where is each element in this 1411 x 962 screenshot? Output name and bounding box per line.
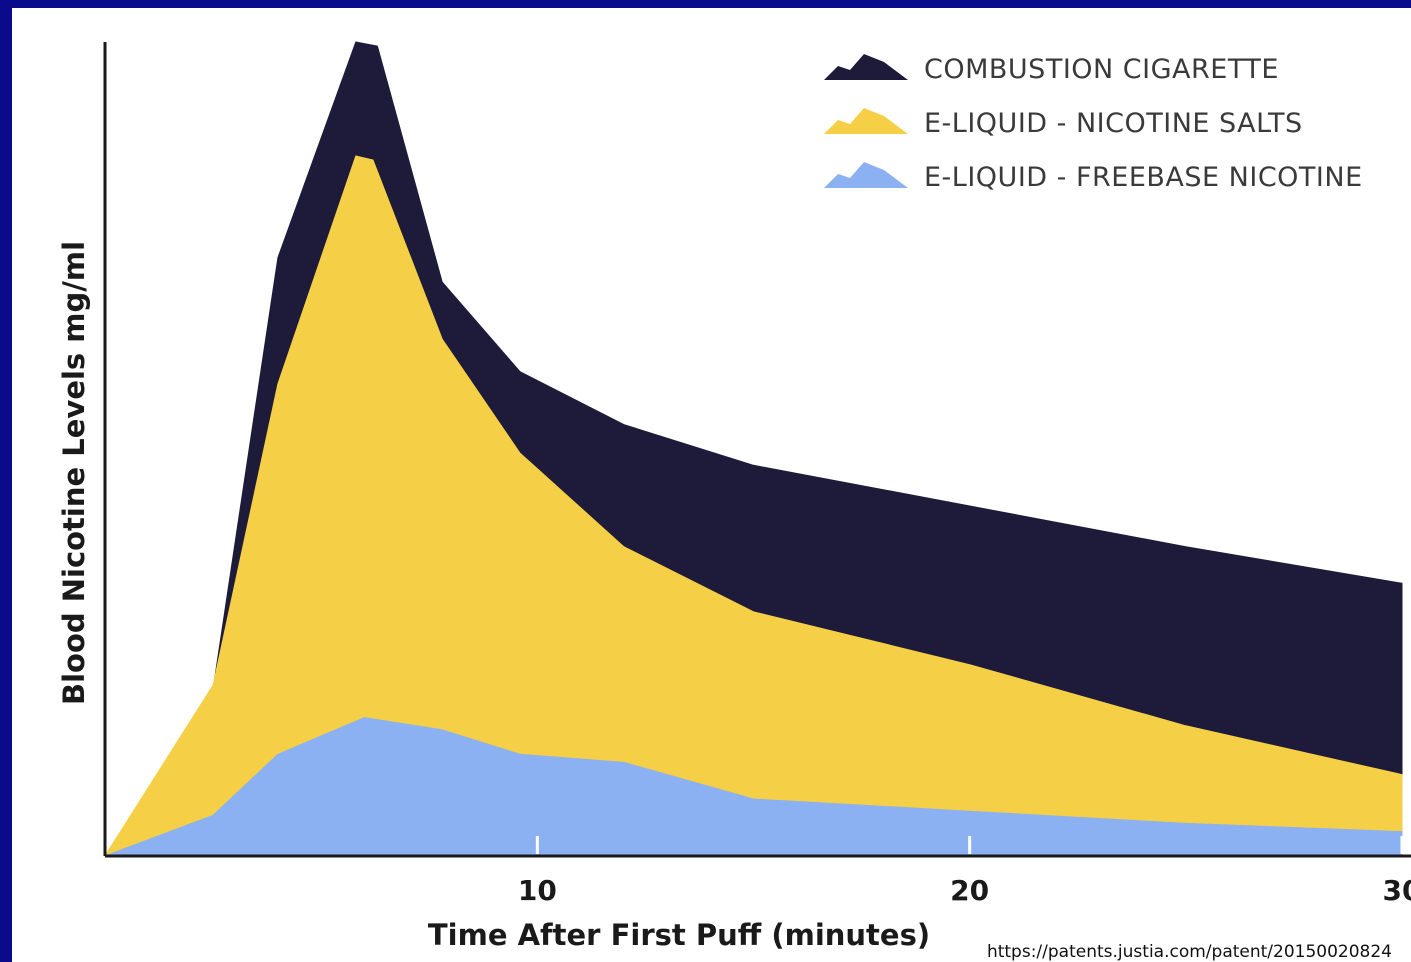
legend-label: E-LIQUID - FREEBASE NICOTINE [924,162,1363,193]
x-axis-title: Time After First Puff (minutes) [428,918,930,952]
x-tick-label: 20 [950,874,989,907]
x-tick-labels: 10 20 30 [518,836,1411,907]
legend: COMBUSTION CIGARETTE E-LIQUID - NICOTINE … [824,54,1363,193]
series-areas [104,41,1403,857]
legend-item: COMBUSTION CIGARETTE [824,54,1279,85]
chart-axes [103,42,1411,858]
legend-swatch [824,162,908,188]
legend-label: COMBUSTION CIGARETTE [924,54,1279,85]
series-area-3 [104,717,1403,857]
source-url: https://patents.justia.com/patent/201500… [987,942,1392,962]
x-tick-label: 30 [1383,874,1411,907]
x-tick-label: 10 [518,874,557,907]
legend-item: E-LIQUID - NICOTINE SALTS [824,108,1303,139]
legend-item: E-LIQUID - FREEBASE NICOTINE [824,162,1363,193]
chart-slide: 10 20 30 Time After First Puff (minutes) B… [12,8,1411,962]
y-axis-title: Blood Nicotine Levels mg/ml [57,241,91,705]
series-area-2 [104,155,1403,857]
legend-swatch [824,54,908,80]
area-chart: 10 20 30 Time After First Puff (minutes) B… [57,41,1411,962]
legend-swatch [824,108,908,134]
legend-label: E-LIQUID - NICOTINE SALTS [924,108,1303,139]
